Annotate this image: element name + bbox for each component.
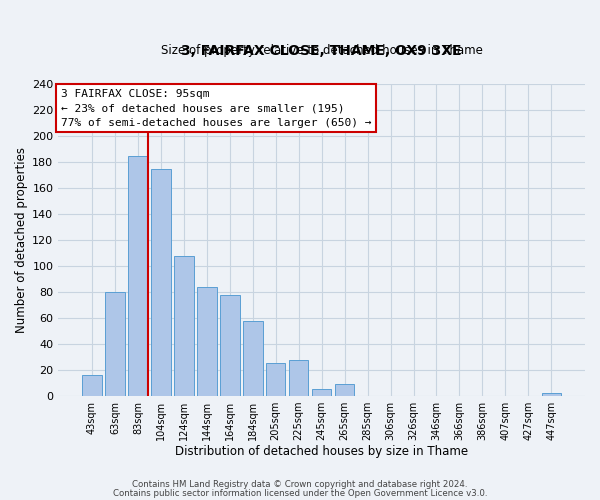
Bar (220, 294, 239, 396)
Bar (151, 168, 170, 396)
Bar (289, 360, 308, 396)
Bar (82, 375, 102, 396)
Bar (174, 256, 194, 396)
Title: Size of property relative to detached houses in Thame: Size of property relative to detached ho… (161, 44, 482, 57)
Text: Contains public sector information licensed under the Open Government Licence v3: Contains public sector information licen… (113, 489, 487, 498)
X-axis label: Distribution of detached houses by size in Thame: Distribution of detached houses by size … (175, 444, 468, 458)
Bar (266, 364, 286, 396)
Bar (243, 320, 263, 396)
Bar (197, 287, 217, 396)
Bar (542, 394, 561, 396)
Text: Contains HM Land Registry data © Crown copyright and database right 2024.: Contains HM Land Registry data © Crown c… (132, 480, 468, 489)
Text: 3, FAIRFAX CLOSE, THAME, OX9 3XE: 3, FAIRFAX CLOSE, THAME, OX9 3XE (181, 44, 462, 58)
Text: 3 FAIRFAX CLOSE: 95sqm
← 23% of detached houses are smaller (195)
77% of semi-de: 3 FAIRFAX CLOSE: 95sqm ← 23% of detached… (61, 89, 371, 128)
Y-axis label: Number of detached properties: Number of detached properties (15, 147, 28, 333)
Bar (128, 156, 148, 396)
Bar (105, 292, 125, 396)
Bar (335, 384, 355, 396)
Bar (312, 390, 331, 396)
